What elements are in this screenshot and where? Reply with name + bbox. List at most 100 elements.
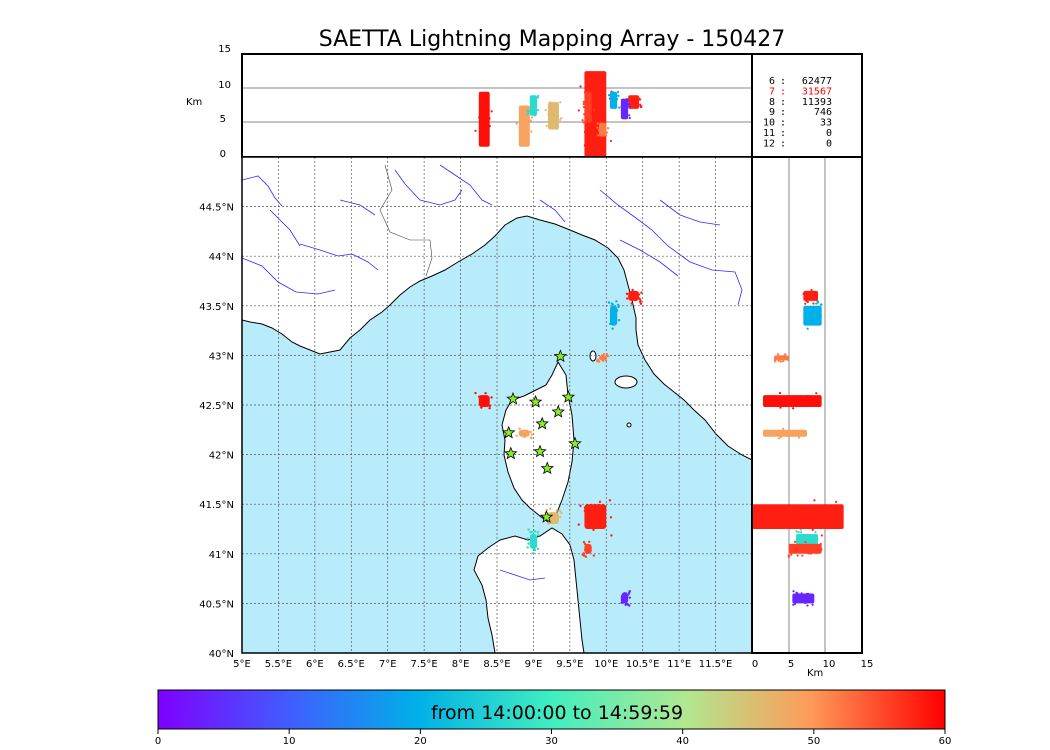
station-count-value: 62477	[802, 76, 832, 87]
lat-alt-source-point	[807, 592, 810, 595]
alt-lon-source-point	[618, 106, 621, 109]
lightning-source-point	[616, 303, 620, 306]
lon-tick-label: 8°E	[452, 659, 470, 670]
lat-alt-source-point	[784, 353, 787, 356]
alt-lon-source-point	[523, 137, 526, 140]
lightning-source-point	[484, 391, 487, 395]
alt-lon-source-point	[592, 108, 595, 111]
alt-lon-source-point	[628, 106, 631, 109]
alt-lon-source-point	[518, 131, 522, 134]
alt-lon-source-point	[637, 97, 641, 100]
lightning-source-point	[607, 301, 611, 304]
alt-lon-source-point	[602, 128, 605, 131]
lat-alt-source-point	[820, 548, 823, 551]
lat-alt-source-point	[813, 395, 816, 398]
alt-lon-source-point	[585, 119, 588, 122]
lat-alt-source-point	[799, 528, 802, 531]
alt-lon-source-point	[628, 114, 631, 117]
alt-lon-source-point	[611, 91, 614, 94]
lat-alt-source-point	[821, 513, 824, 516]
lon-tick-label: 6.5°E	[338, 659, 365, 670]
alt-lon-lightning-cluster	[529, 95, 538, 116]
lightning-source-point	[605, 353, 609, 356]
alt-lon-source-point	[533, 114, 537, 117]
alt-lon-source-point	[588, 115, 591, 118]
lightning-source-point	[633, 298, 637, 302]
lat-alt-source-point	[774, 360, 777, 363]
alt-lon-source-point	[559, 118, 562, 121]
lightning-source-point	[598, 500, 602, 504]
alt-lon-source-point	[523, 117, 526, 120]
lat-tick-label: 42°N	[209, 451, 234, 462]
lightning-source-point	[628, 590, 631, 593]
lat-alt-source-point	[790, 553, 793, 556]
station-count-table: 6: 62477 7: 31567 8: 11393 9: 746 10: 33 11: 0 12: 0	[751, 53, 863, 158]
lat-alt-source-point	[796, 554, 799, 557]
lat-alt-source-point	[806, 604, 809, 607]
lat-alt-source-point	[789, 549, 792, 552]
alt-lon-source-point	[526, 113, 529, 116]
lon-tick-label: 11.5°E	[699, 659, 733, 670]
lat-alt-source-point	[797, 436, 801, 439]
lat-alt-lightning-cluster	[763, 429, 807, 437]
lat-alt-source-point	[780, 433, 783, 436]
lat-alt-source-point	[812, 309, 815, 312]
lightning-source-point	[558, 510, 562, 513]
lat-tick-label: 43.5°N	[199, 302, 234, 313]
alt-lon-source-point	[607, 94, 611, 97]
lat-alt-source-point	[765, 396, 768, 399]
lat-alt-source-point	[797, 530, 800, 534]
lat-alt-source-point	[799, 537, 803, 540]
alt-lon-source-point	[609, 139, 613, 143]
alt-lon-source-point	[535, 100, 538, 103]
lightning-source-point	[536, 547, 540, 551]
lat-alt-source-point	[797, 513, 800, 516]
alt-lon-source-point	[622, 104, 625, 107]
alt-lon-source-point	[515, 122, 518, 125]
lat-alt-source-point	[777, 506, 780, 509]
lat-alt-source-point	[812, 302, 815, 305]
alt-lon-source-point	[583, 91, 587, 94]
lat-alt-source-point	[835, 500, 838, 503]
alt-lon-source-point	[601, 125, 604, 128]
station-count-value: 0	[826, 138, 832, 149]
lat-alt-source-point	[778, 391, 782, 395]
alt-lon-source-point	[586, 97, 589, 100]
lat-alt-source-point	[813, 499, 816, 502]
station-count-value: 746	[814, 107, 832, 118]
alt-lon-source-point	[597, 134, 600, 137]
alt-lon-source-point	[532, 95, 535, 99]
lightning-source-point	[612, 312, 615, 315]
alt-lon-source-point	[520, 120, 523, 123]
alt-lon-source-point	[602, 124, 606, 127]
colorbar-tick-label: 50	[807, 736, 820, 747]
lat-alt-source-point	[815, 299, 818, 302]
lat-alt-source-point	[816, 322, 820, 326]
station-star-marker	[506, 391, 520, 405]
lat-alt-source-point	[777, 431, 780, 434]
lat-alt-source-point	[813, 544, 816, 548]
lightning-cluster	[620, 593, 629, 604]
lightning-source-point	[545, 508, 548, 512]
lat-tick-label: 40.5°N	[199, 599, 234, 610]
river-network	[241, 164, 743, 581]
lat-alt-source-point	[811, 317, 814, 320]
lon-tick-label: 10°E	[594, 659, 618, 670]
lightning-source-point	[547, 512, 551, 515]
lon-tick-label: 11°E	[667, 659, 691, 670]
lat-alt-source-point	[791, 407, 795, 410]
alt-lon-source-point	[582, 100, 585, 103]
lightning-source-point	[554, 512, 557, 515]
station-count-stations: 8	[769, 97, 775, 108]
alt-lon-source-point	[530, 112, 534, 115]
lat-alt-source-point	[812, 297, 815, 300]
lightning-source-point	[615, 300, 618, 303]
giglio-island	[626, 422, 632, 428]
lightning-source-point	[588, 546, 591, 550]
alt-lon-source-point	[583, 130, 587, 134]
alt-lon-source-point	[617, 94, 620, 97]
lat-alt-source-point	[813, 293, 816, 296]
lon-tick-label: 5.5°E	[265, 659, 292, 670]
lat-alt-source-point	[799, 396, 802, 399]
alt-lon-lightning-cluster	[548, 102, 559, 130]
